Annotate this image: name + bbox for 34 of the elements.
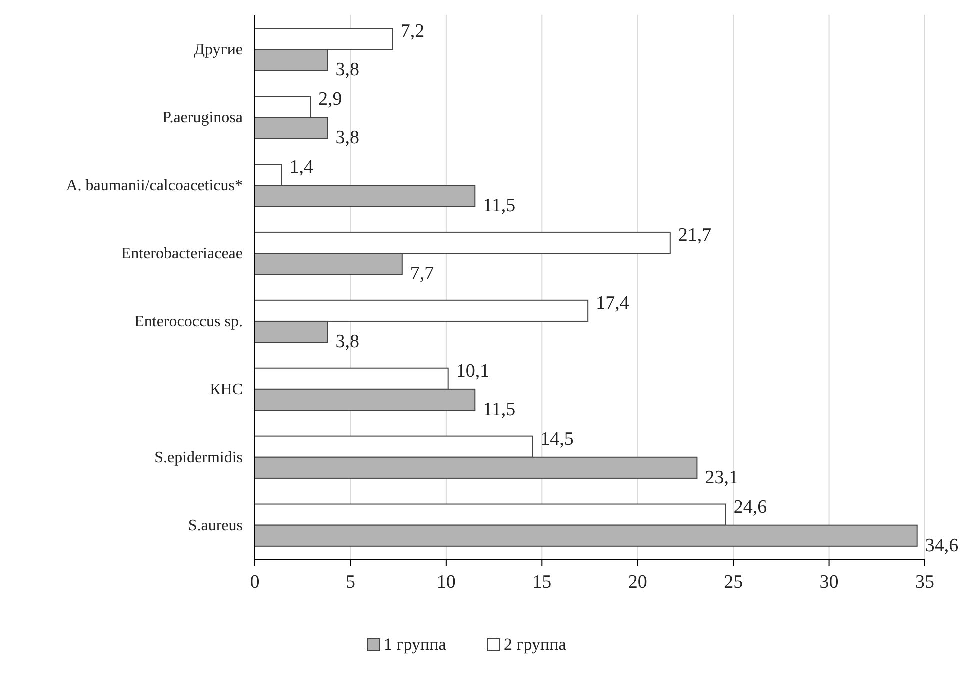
x-tick-label: 25 bbox=[724, 572, 744, 593]
x-tick-label: 15 bbox=[532, 572, 552, 593]
data-label: 34,6 bbox=[925, 535, 959, 556]
data-label: 3,8 bbox=[336, 128, 360, 149]
data-label: 17,4 bbox=[596, 292, 630, 314]
data-label: 1,4 bbox=[290, 157, 314, 178]
x-tick-label: 30 bbox=[820, 572, 839, 593]
y-tick-label: Enterobacteriaceae bbox=[121, 246, 243, 263]
x-tick-label: 5 bbox=[346, 572, 356, 593]
y-tick-label: S.epidermidis bbox=[154, 449, 243, 466]
data-label: 14,5 bbox=[540, 428, 574, 450]
y-tick-label: КНС bbox=[210, 381, 243, 398]
data-label: 7,2 bbox=[400, 21, 425, 42]
x-tick-label: 0 bbox=[250, 572, 260, 593]
data-label: 24,6 bbox=[734, 496, 768, 518]
data-label: 11,5 bbox=[483, 400, 516, 420]
x-tick-label: 20 bbox=[628, 572, 648, 593]
y-tick-label: A. baumanii/calcoaceticus* bbox=[66, 178, 243, 195]
y-tick-label: P.aeruginosa bbox=[162, 110, 243, 127]
x-tick-label: 35 bbox=[916, 572, 934, 593]
data-label: 7,7 bbox=[410, 264, 434, 285]
data-label: 10,1 bbox=[456, 360, 490, 382]
y-tick-label: Другие bbox=[194, 42, 243, 59]
data-label: 21,7 bbox=[678, 224, 712, 246]
y-tick-label: Enterococcus sp. bbox=[134, 313, 243, 330]
data-label: 23,1 bbox=[705, 467, 738, 488]
data-label: 3,8 bbox=[336, 60, 360, 81]
data-label: 2,9 bbox=[318, 89, 342, 110]
data-label: 11,5 bbox=[483, 196, 516, 217]
y-tick-label: S.aureus bbox=[188, 517, 243, 534]
data-label: 3,8 bbox=[336, 332, 360, 353]
legend-label: 1 группа bbox=[384, 635, 447, 654]
x-tick-label: 10 bbox=[436, 572, 456, 593]
legend-label: 2 группа bbox=[504, 635, 567, 654]
